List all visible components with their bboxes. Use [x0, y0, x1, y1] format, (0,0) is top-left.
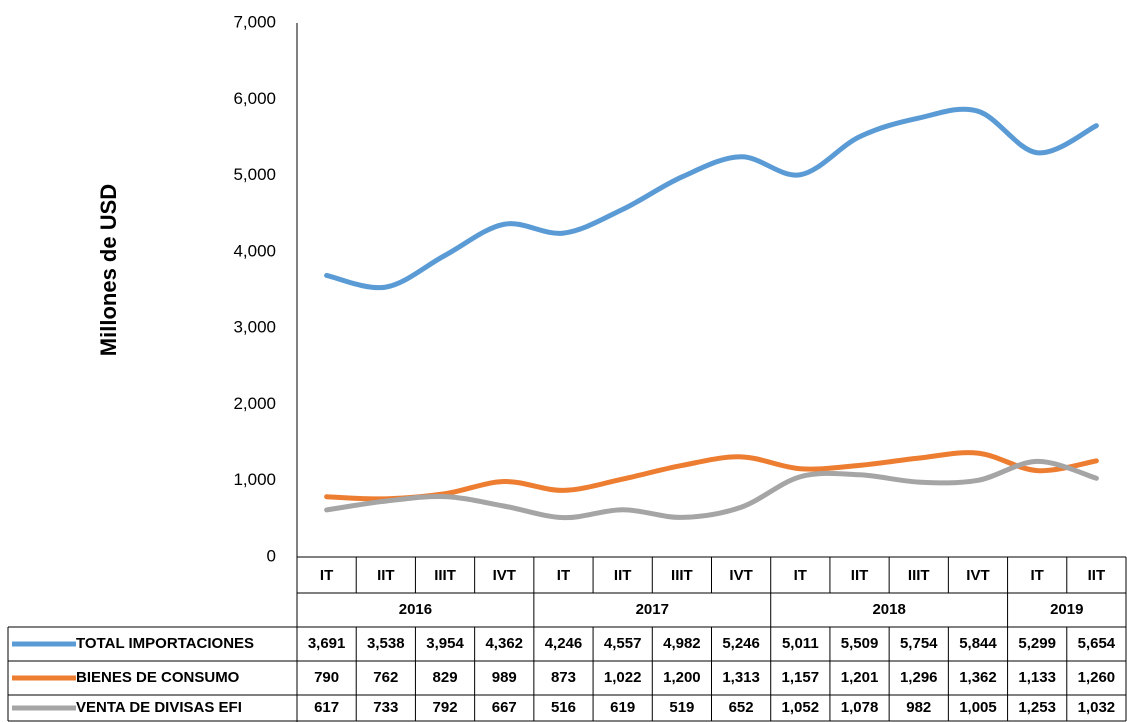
y-tick-label: 1,000	[233, 470, 276, 489]
data-table-value: 1,313	[722, 669, 760, 686]
data-table-value: 1,200	[663, 669, 701, 686]
y-tick-label: 7,000	[233, 12, 276, 31]
data-table-value: 5,246	[722, 635, 760, 652]
x-tick-label: IIT	[851, 567, 869, 584]
data-table-value: 1,253	[1018, 699, 1056, 716]
data-table-value: 519	[669, 699, 694, 716]
legend-label: TOTAL IMPORTACIONES	[76, 635, 254, 652]
data-table-value: 617	[314, 699, 339, 716]
data-table-value: 1,260	[1078, 669, 1116, 686]
series-line	[324, 458, 1099, 521]
data-table-value: 1,078	[841, 699, 879, 716]
y-tick-label: 2,000	[233, 394, 276, 413]
series-line	[324, 106, 1099, 291]
data-table-value: 3,538	[367, 635, 405, 652]
year-label: 2019	[1050, 601, 1083, 618]
x-tick-label: IT	[557, 567, 570, 584]
series-line	[324, 450, 1099, 502]
year-label: 2018	[872, 601, 905, 618]
data-table-value: 1,052	[782, 699, 820, 716]
data-table-value: 4,246	[545, 635, 583, 652]
data-table-value: 619	[610, 699, 635, 716]
data-table-value: 5,754	[900, 635, 938, 652]
data-table-value: 5,654	[1078, 635, 1116, 652]
data-table-value: 873	[551, 669, 576, 686]
legend-label: VENTA DE DIVISAS EFI	[76, 699, 242, 716]
y-tick-label: 4,000	[233, 241, 276, 260]
data-table-value: 829	[433, 669, 458, 686]
y-tick-label: 3,000	[233, 318, 276, 337]
data-table-value: 3,691	[308, 635, 346, 652]
x-tick-label: IVT	[729, 567, 752, 584]
x-tick-label: IIIT	[908, 567, 930, 584]
x-tick-label: IIIT	[434, 567, 456, 584]
x-tick-label: IT	[320, 567, 333, 584]
data-table-value: 5,509	[841, 635, 879, 652]
data-table-value: 790	[314, 669, 339, 686]
data-table-value: 1,157	[782, 669, 820, 686]
y-tick-label: 0	[267, 546, 276, 565]
data-table-value: 3,954	[426, 635, 464, 652]
x-tick-label: IT	[794, 567, 807, 584]
data-table-value: 733	[373, 699, 398, 716]
x-tick-label: IT	[1031, 567, 1044, 584]
legend-label: BIENES DE CONSUMO	[76, 669, 240, 686]
x-tick-label: IVT	[966, 567, 989, 584]
data-table-value: 1,362	[959, 669, 997, 686]
data-table-value: 1,005	[959, 699, 997, 716]
y-tick-label: 5,000	[233, 165, 276, 184]
data-table-value: 792	[433, 699, 458, 716]
year-label: 2017	[636, 601, 669, 618]
year-label: 2016	[399, 601, 432, 618]
data-table-value: 982	[906, 699, 931, 716]
x-tick-label: IVT	[493, 567, 516, 584]
data-table-value: 989	[492, 669, 517, 686]
y-tick-label: 6,000	[233, 89, 276, 108]
data-table-value: 1,133	[1018, 669, 1056, 686]
data-table-value: 516	[551, 699, 576, 716]
data-table-value: 4,982	[663, 635, 701, 652]
data-table-value: 1,032	[1078, 699, 1116, 716]
data-table-value: 4,362	[485, 635, 523, 652]
data-table-value: 652	[729, 699, 754, 716]
data-table-value: 5,844	[959, 635, 997, 652]
data-table-value: 5,011	[782, 635, 819, 652]
data-table-value: 667	[492, 699, 517, 716]
x-tick-label: IIIT	[671, 567, 693, 584]
x-tick-label: IIT	[614, 567, 632, 584]
data-table-value: 1,022	[604, 669, 642, 686]
data-table-value: 762	[373, 669, 398, 686]
data-table-value: 4,557	[604, 635, 642, 652]
x-tick-label: IIT	[377, 567, 395, 584]
data-table-value: 5,299	[1018, 635, 1056, 652]
data-table-value: 1,201	[841, 669, 879, 686]
data-table-value: 1,296	[900, 669, 938, 686]
x-tick-label: IIT	[1088, 567, 1106, 584]
y-axis-label: Millones de USD	[96, 184, 121, 356]
